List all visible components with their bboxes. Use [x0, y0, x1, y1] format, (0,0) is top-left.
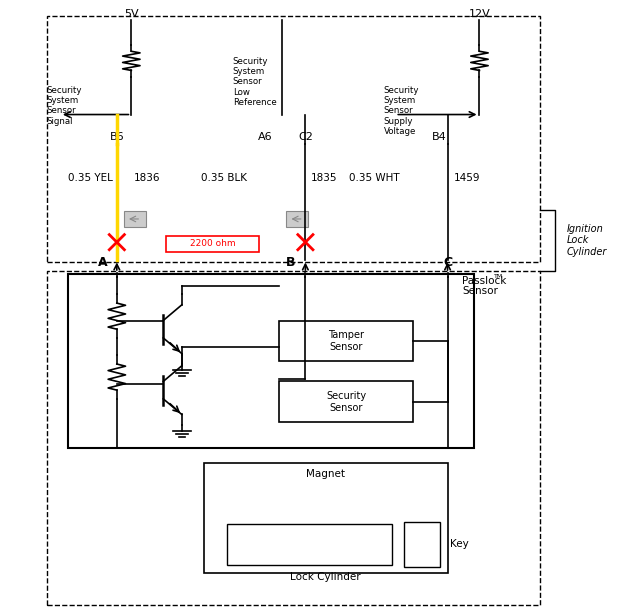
Text: Security
System
Sensor
Signal: Security System Sensor Signal	[46, 86, 82, 125]
Bar	[166, 236, 259, 252]
Text: Security
Sensor: Security Sensor	[326, 391, 366, 412]
Text: 5V: 5V	[124, 9, 139, 19]
Bar	[47, 271, 540, 605]
Bar	[280, 381, 413, 422]
Text: 1459: 1459	[453, 173, 480, 184]
Bar	[124, 211, 146, 226]
Text: Sensor: Sensor	[462, 286, 498, 296]
Text: 1835: 1835	[311, 173, 338, 184]
Text: Lock Cylinder: Lock Cylinder	[290, 572, 361, 581]
Bar	[280, 321, 413, 361]
Text: Security
System
Sensor
Supply
Voltage: Security System Sensor Supply Voltage	[384, 86, 419, 136]
Text: A6: A6	[257, 132, 272, 142]
Text: Ignition
Lock
Cylinder: Ignition Lock Cylinder	[567, 224, 607, 257]
Text: 0.35 WHT: 0.35 WHT	[349, 173, 399, 184]
Bar	[47, 16, 540, 263]
Text: 1836: 1836	[134, 173, 161, 184]
Text: Key: Key	[450, 539, 469, 550]
Text: 0.35 BLK: 0.35 BLK	[201, 173, 247, 184]
Text: TM: TM	[494, 274, 503, 278]
Text: C2: C2	[298, 132, 313, 142]
Text: C: C	[443, 256, 452, 269]
Bar	[227, 524, 392, 565]
Text: Passlock: Passlock	[462, 275, 507, 286]
Text: A: A	[98, 256, 107, 269]
Bar	[67, 274, 474, 448]
Text: Magnet: Magnet	[306, 469, 345, 479]
Text: B6: B6	[110, 132, 124, 142]
Bar	[204, 463, 448, 573]
Bar	[286, 211, 308, 226]
Bar	[404, 522, 440, 567]
Text: Tamper
Sensor: Tamper Sensor	[328, 330, 364, 352]
Text: B: B	[286, 256, 295, 269]
Text: 2200 ohm: 2200 ohm	[190, 239, 235, 248]
Text: 0.35 YEL: 0.35 YEL	[67, 173, 112, 184]
Text: B4: B4	[432, 132, 446, 142]
Text: Security
System
Sensor
Low
Reference: Security System Sensor Low Reference	[233, 56, 276, 107]
Text: 12V: 12V	[469, 9, 490, 19]
